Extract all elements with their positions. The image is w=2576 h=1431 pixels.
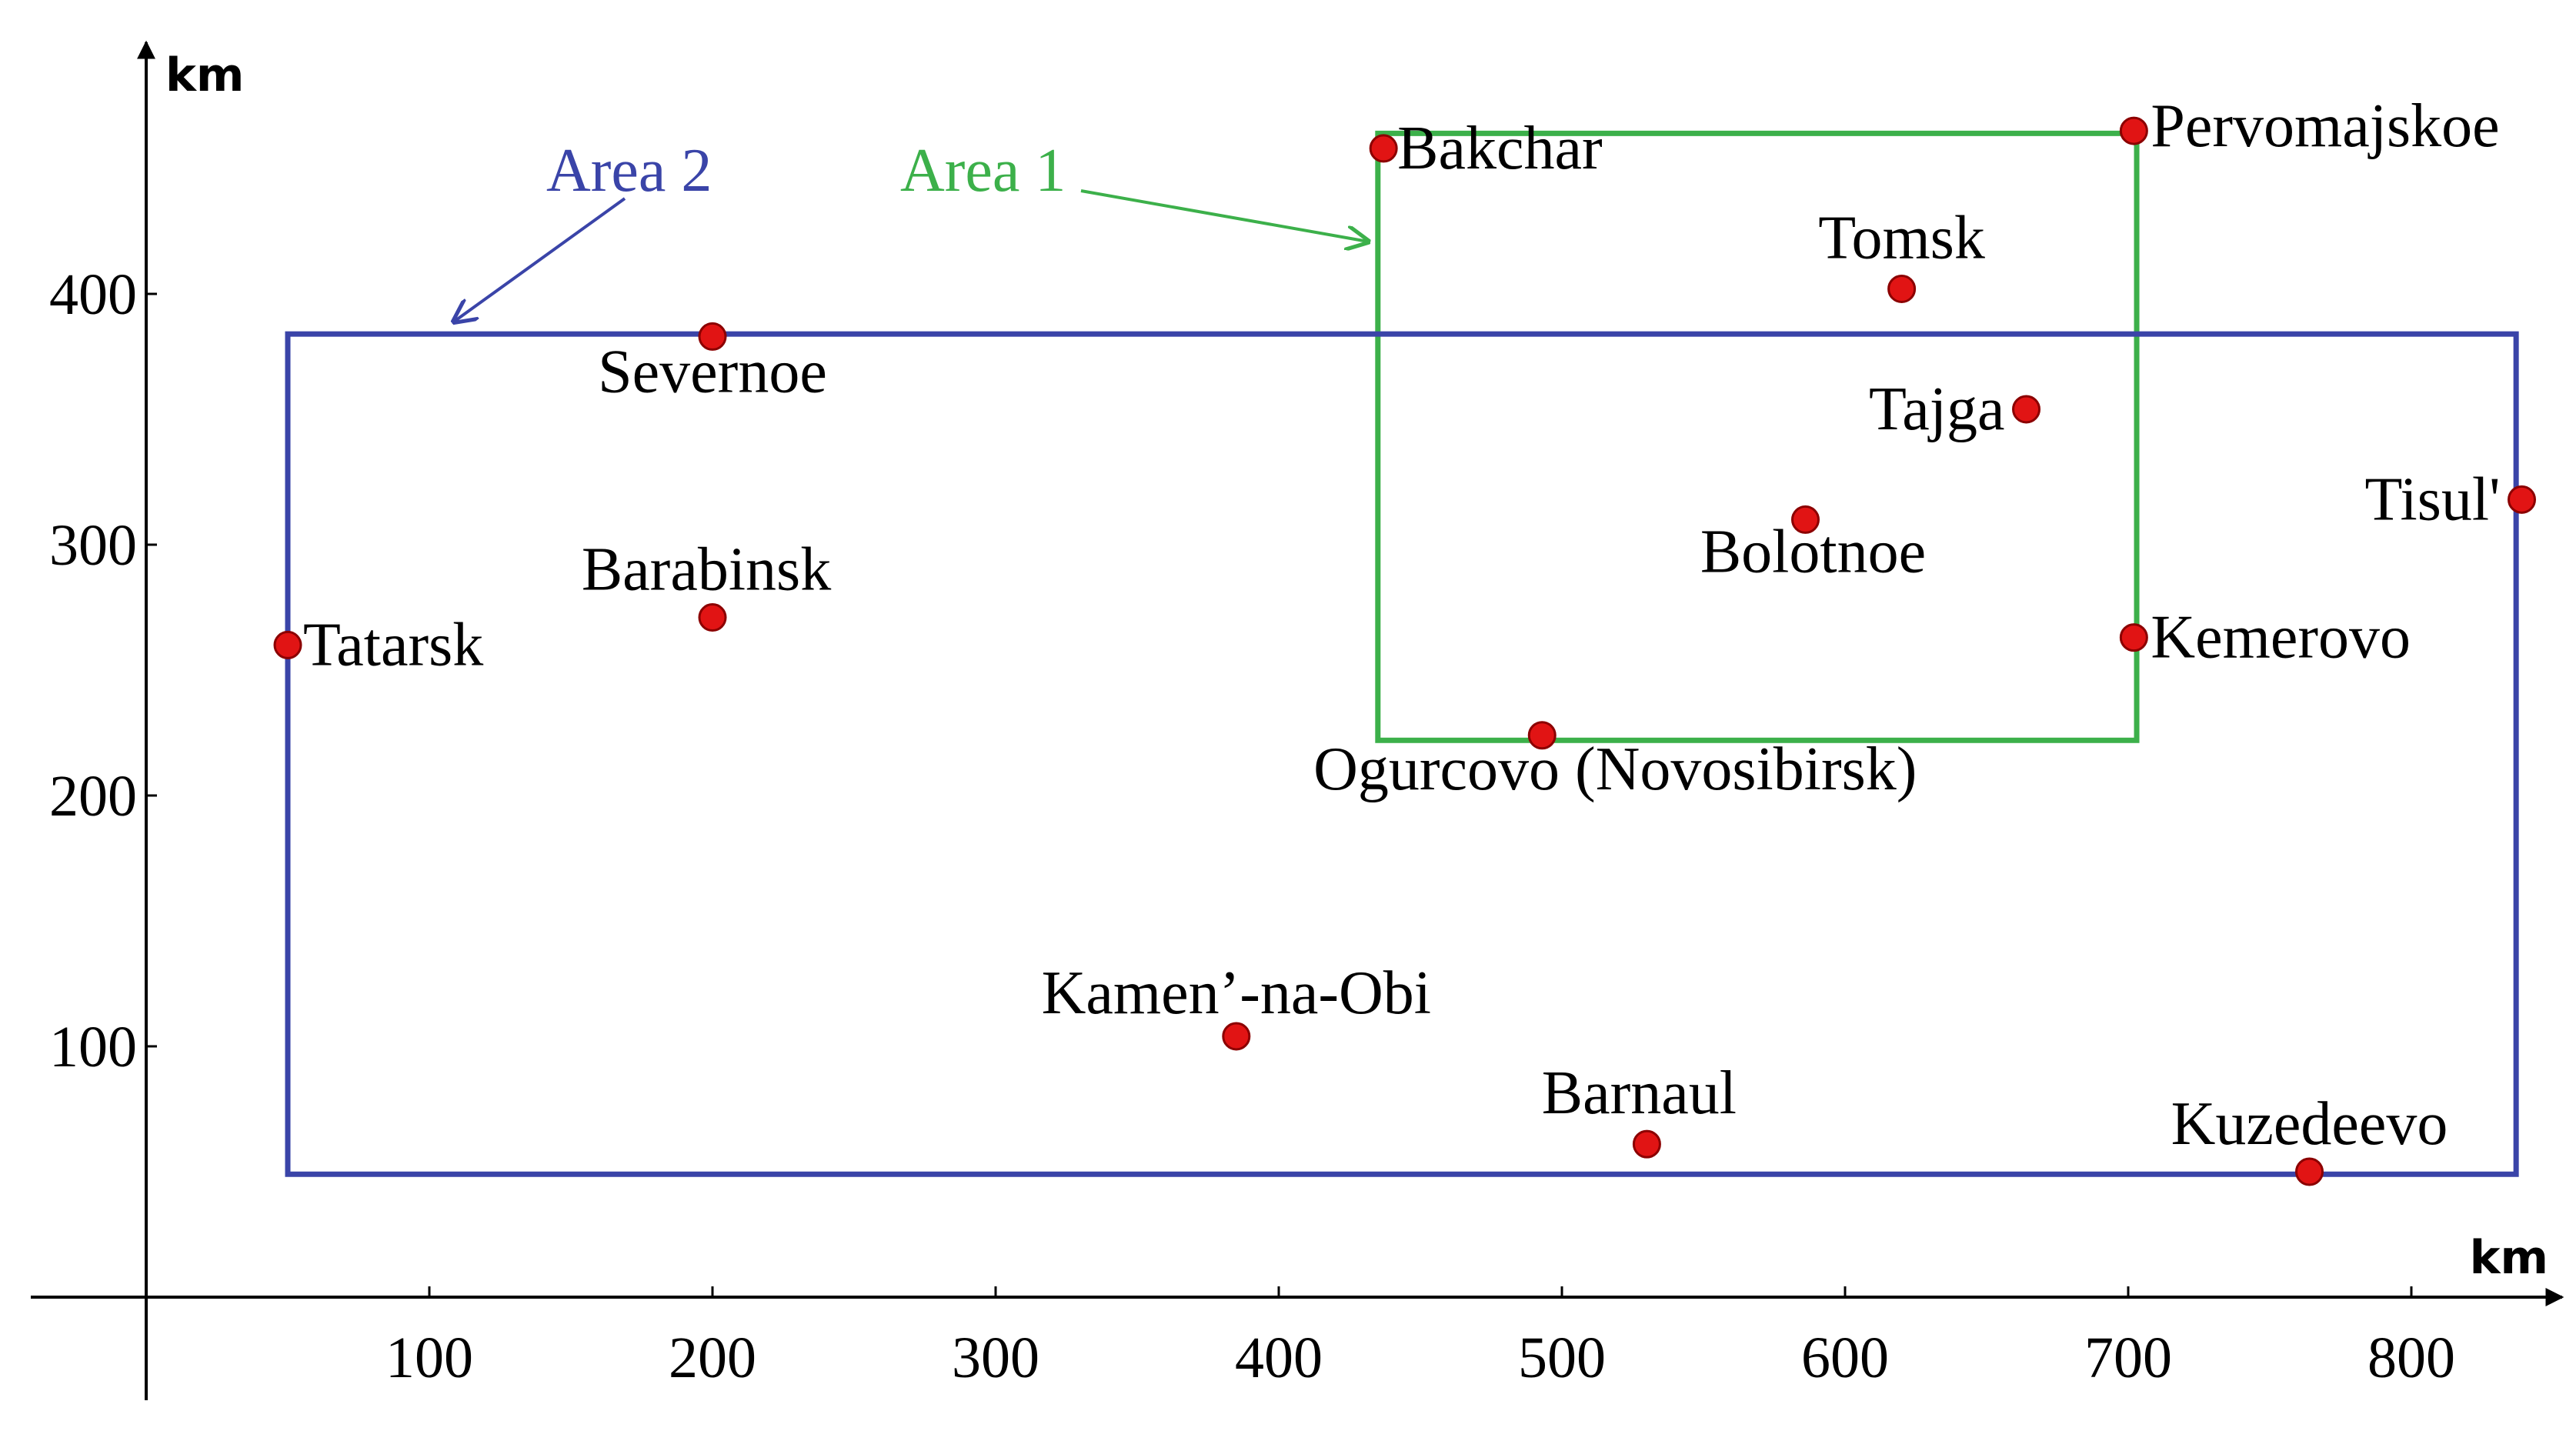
city-label-tatarsk: Tatarsk <box>303 611 483 679</box>
city-label-kemerovo: Kemerovo <box>2151 604 2411 672</box>
city-marker-barabinsk <box>698 603 727 632</box>
city-label-ogurcovo-novosibirsk: Ogurcovo (Novosibirsk) <box>1313 736 1917 803</box>
city-label-pervomajskoe: Pervomajskoe <box>2151 92 2499 160</box>
city-marker-kemerovo <box>2119 623 2148 652</box>
points: Bakchar Pervomajskoe Tomsk Severnoe Tajga Tis… <box>273 92 2537 1186</box>
city-label-kamen-na-obi: Kamen’-na-Obi <box>1042 959 1431 1027</box>
city-marker-severnoe <box>698 322 727 351</box>
city-marker-tomsk <box>1887 274 1917 303</box>
x-tick-label: 100 <box>385 1326 473 1390</box>
city-label-kuzedeevo: Kuzedeevo <box>2171 1090 2448 1158</box>
city-label-tisul: Tisul' <box>2364 465 2500 533</box>
y-axis-title: km <box>165 48 244 102</box>
city-marker-pervomajskoe <box>2119 116 2148 145</box>
x-tick-label: 700 <box>2084 1326 2172 1390</box>
x-tick-label: 600 <box>1801 1326 1889 1390</box>
city-marker-tajga <box>2012 395 2041 424</box>
city-marker-tatarsk <box>273 630 302 659</box>
city-label-barnaul: Barnaul <box>1542 1059 1737 1127</box>
region-1-box <box>1375 130 2140 743</box>
x-axis-title: km <box>2470 1231 2548 1285</box>
x-tick-label: 800 <box>2367 1326 2455 1390</box>
city-marker-tisul <box>2508 485 2537 514</box>
city-marker-barnaul <box>1632 1129 1661 1159</box>
city-marker-kamen-na-obi <box>1222 1022 1251 1051</box>
city-marker-ogurcovo-novosibirsk <box>1527 721 1557 750</box>
region-1-arrow <box>1080 189 1368 242</box>
region-2-label: Area 2 <box>546 137 712 205</box>
y-tick-label: 300 <box>49 513 137 578</box>
city-marker-bolotnoe <box>1790 505 1820 534</box>
region-2-box <box>285 331 2519 1177</box>
y-tick-label: 100 <box>49 1015 137 1079</box>
y-tick-label: 200 <box>49 764 137 829</box>
x-tick-label: 300 <box>952 1326 1039 1390</box>
regions: Area 1 Area 2 <box>285 130 2519 1177</box>
city-label-tajga: Tajga <box>1869 375 2005 443</box>
region-1-label: Area 1 <box>900 137 1066 205</box>
axes: km km 100 200 300 400 500 600 700 800 100 200 300 400 <box>31 40 2564 1400</box>
city-label-tomsk: Tomsk <box>1818 204 1985 272</box>
city-marker-kuzedeevo <box>2295 1157 2324 1186</box>
x-tick-label: 200 <box>669 1326 756 1390</box>
x-tick-label: 400 <box>1235 1326 1323 1390</box>
city-label-bakchar: Bakchar <box>1397 115 1603 182</box>
city-marker-bakchar <box>1369 134 1398 163</box>
city-label-severnoe: Severnoe <box>598 338 827 405</box>
region-2-arrow <box>454 197 626 322</box>
city-label-bolotnoe: Bolotnoe <box>1700 518 1926 585</box>
x-tick-label: 500 <box>1518 1326 1606 1390</box>
y-tick-label: 400 <box>49 262 137 327</box>
city-label-barabinsk: Barabinsk <box>582 536 831 604</box>
